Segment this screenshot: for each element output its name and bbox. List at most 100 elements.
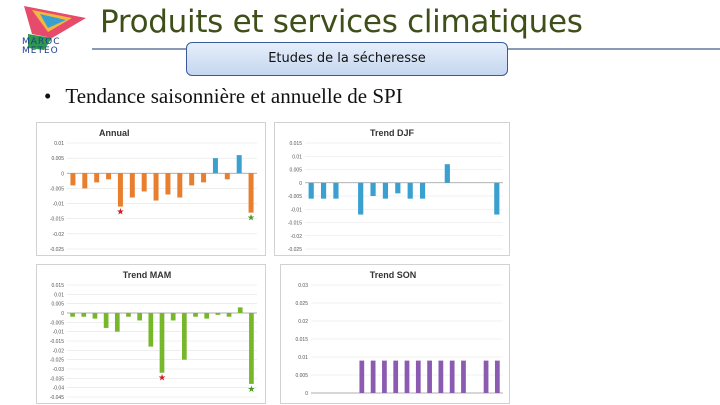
bar <box>70 173 76 186</box>
chart-son-svg: Trend SON 0.03 0.025 0.02 0.015 0.01 0.005 0 <box>295 270 503 397</box>
y-tick-label: -0.04 <box>53 386 65 392</box>
bar <box>237 307 243 313</box>
y-tick-label: -0.03 <box>53 367 65 373</box>
y-tick-label: 0.015 <box>289 141 302 147</box>
bar <box>407 182 413 199</box>
bar <box>189 173 195 186</box>
y-tick-label: -0.01 <box>53 330 65 336</box>
bar <box>92 313 98 319</box>
chart-djf-svg: Trend DJF 0.015 0.01 0.005 0 -0.005 -0.01 -0.01… <box>288 128 503 253</box>
bar <box>165 173 171 195</box>
y-tick-label: 0.03 <box>298 283 308 289</box>
bar <box>333 182 339 199</box>
y-tick-label: -0.045 <box>50 395 64 401</box>
y-tick-label: -0.01 <box>53 202 65 208</box>
bar <box>215 313 221 315</box>
bar <box>82 173 88 189</box>
bullet-text: Tendance saisonnière et annuelle de SPI <box>65 84 403 108</box>
bar <box>226 313 232 317</box>
bar <box>153 173 159 201</box>
y-tick-label: -0.005 <box>288 194 302 200</box>
bar <box>170 313 176 321</box>
bar <box>201 173 207 183</box>
bullet-item: • Tendance saisonnière et annuelle de SPI <box>44 84 403 109</box>
y-tick-label: 0 <box>299 181 302 187</box>
chart-mam-svg: Trend MAM 0.015 0.01 0.005 0 -0.005 -0.01 -0.01… <box>50 270 257 401</box>
significance-marker: ★ <box>247 384 255 394</box>
y-tick-label: 0.015 <box>51 283 64 289</box>
bar <box>415 360 421 393</box>
y-tick-label: -0.035 <box>50 376 64 382</box>
chart-annual-svg: Annual 0.01 0.005 0 -0.005 -0.01 -0.015 -0.02 -0… <box>50 128 257 253</box>
y-tick-label: 0 <box>61 171 64 177</box>
bar <box>427 360 432 393</box>
y-tick-label: 0.01 <box>292 154 302 160</box>
bar <box>117 173 123 207</box>
bar <box>358 182 364 215</box>
bar <box>370 182 376 196</box>
y-tick-label: -0.01 <box>291 207 303 213</box>
section-subtitle: Etudes de la sécheresse <box>186 42 508 76</box>
y-tick-label: 0.02 <box>298 319 308 325</box>
significance-marker: ★ <box>116 207 124 217</box>
chart-title: Trend SON <box>370 270 417 280</box>
bar <box>141 173 147 192</box>
y-tick-label: 0 <box>61 311 64 317</box>
y-tick-label: -0.025 <box>288 247 302 253</box>
y-tick-label: 0.01 <box>298 355 308 361</box>
bar <box>129 173 135 198</box>
y-tick-label: 0.005 <box>51 302 64 308</box>
page-title: Produits et services climatiques <box>100 4 583 40</box>
y-tick-label: 0.015 <box>295 337 308 343</box>
bullet-icon: • <box>44 84 52 108</box>
y-tick-label: 0.01 <box>54 292 64 298</box>
bar <box>370 360 376 393</box>
bar <box>382 182 389 199</box>
bar <box>438 360 444 393</box>
logo-text: MAROC METEO <box>22 37 61 56</box>
y-tick-label: 0.01 <box>54 141 64 147</box>
bar <box>444 164 450 183</box>
y-tick-label: -0.02 <box>53 348 65 354</box>
bar <box>483 360 489 393</box>
y-tick-label: -0.02 <box>291 234 303 240</box>
bar <box>449 360 455 393</box>
bar <box>159 313 165 373</box>
bar <box>193 313 198 317</box>
bar <box>106 173 112 180</box>
bar <box>395 182 401 194</box>
bar <box>494 360 500 393</box>
bar <box>494 182 500 215</box>
bar <box>177 173 183 198</box>
chart-son: Trend SON 0.03 0.025 0.02 0.015 0.01 0.005 0 <box>280 264 510 404</box>
bar <box>212 158 218 174</box>
y-tick-label: -0.02 <box>53 232 65 238</box>
chart-title: Trend DJF <box>370 128 415 138</box>
y-tick-label: 0.005 <box>295 373 308 379</box>
bar <box>419 182 426 199</box>
bar <box>308 182 314 199</box>
bar <box>137 313 142 321</box>
bar <box>126 313 131 317</box>
bar <box>94 173 100 183</box>
y-tick-label: -0.005 <box>50 320 64 326</box>
y-tick-label: 0 <box>305 391 308 397</box>
bar <box>248 173 254 213</box>
chart-annual: Annual 0.01 0.005 0 -0.005 -0.01 -0.015 -0.02 -0… <box>36 122 266 256</box>
bar <box>182 313 187 360</box>
bar <box>320 182 327 199</box>
bar <box>404 360 410 393</box>
y-tick-label: 0.005 <box>51 156 64 162</box>
chart-djf: Trend DJF 0.015 0.01 0.005 0 -0.005 -0.01 -0.01… <box>274 122 510 256</box>
y-tick-label: -0.005 <box>50 186 64 192</box>
bar <box>148 313 154 347</box>
bar <box>359 360 365 393</box>
bar <box>382 360 387 393</box>
bar <box>224 173 230 180</box>
significance-marker: ★ <box>158 373 166 383</box>
y-tick-label: -0.025 <box>50 247 64 253</box>
bar <box>70 313 75 317</box>
bar <box>249 313 254 384</box>
y-tick-label: -0.025 <box>50 358 64 364</box>
maroc-meteo-logo <box>22 4 88 54</box>
